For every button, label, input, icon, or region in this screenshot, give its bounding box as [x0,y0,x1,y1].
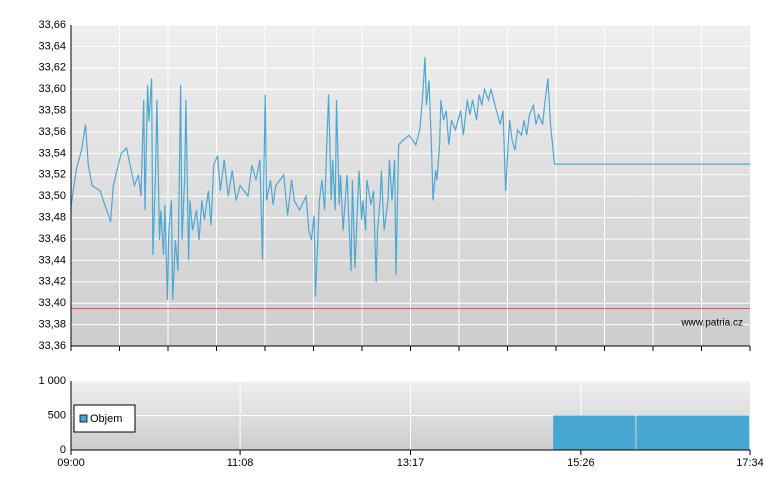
price-line [70,57,750,301]
y-tick-label: 33,58 [38,105,66,117]
y-tick-label: 33,52 [38,169,66,181]
y-tick-label: 33,64 [38,40,66,52]
y-tick-label: 33,56 [38,126,66,138]
x-tick-label: 11:08 [227,457,254,469]
legend-swatch [79,414,88,423]
y-tick-label: 33,60 [38,83,66,95]
y-tick-label: 33,66 [38,19,66,31]
y-tick-label: 500 [48,409,66,421]
y-tick-label: 33,54 [38,147,66,159]
y-tick-label: 33,50 [38,190,66,202]
y-tick-label: 33,40 [38,297,66,309]
x-tick-label: 09:00 [57,457,85,469]
watermark: www.patria.cz [680,318,743,329]
x-tick-label: 17:34 [736,457,764,469]
y-tick-label: 33,48 [38,212,66,224]
x-tick-label: 15:26 [567,457,595,469]
x-tick-label: 13:17 [397,457,425,469]
y-tick-label: 33,62 [38,62,66,74]
legend: Objem [73,404,136,433]
y-tick-label: 1 000 [38,375,66,387]
y-tick-label: 33,46 [38,233,66,245]
y-tick-label: 33,42 [38,276,66,288]
y-tick-label: 33,38 [38,319,66,331]
volume-bar [553,415,636,450]
y-tick-label: 0 [60,444,66,456]
y-tick-label: 33,44 [38,254,66,266]
y-tick-label: 33,36 [38,340,66,352]
legend-label: Objem [90,413,122,425]
volume-bar [636,415,749,450]
